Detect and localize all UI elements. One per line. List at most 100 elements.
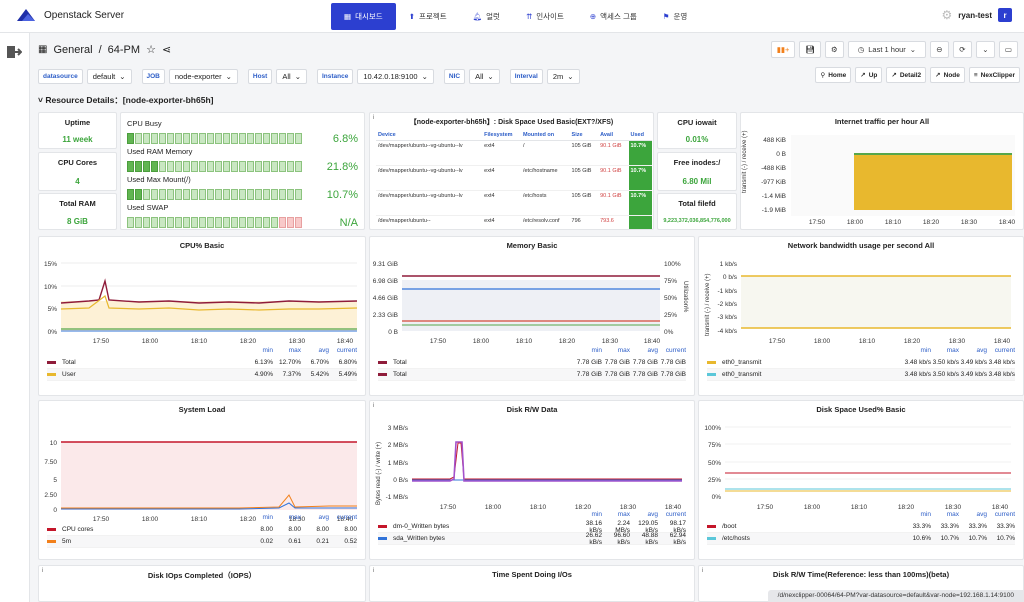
legend-column-header[interactable]: min	[591, 347, 602, 354]
column-header[interactable]: Size	[569, 130, 599, 141]
brand[interactable]: Openstack Server	[16, 8, 124, 22]
column-header[interactable]: Avail	[598, 130, 629, 141]
logout-icon[interactable]	[6, 45, 23, 59]
legend-column-header[interactable]: min	[262, 514, 273, 521]
legend-row[interactable]: dm-0_Written bytes 38.16 kB/s 2.24 MB/s 129…	[378, 520, 686, 534]
var-host-select[interactable]: All ⌄	[276, 68, 307, 84]
legend-column-header[interactable]: current	[336, 514, 357, 521]
var-nic-select[interactable]: All ⌄	[469, 68, 500, 84]
var-datasource-select[interactable]: default ⌄	[86, 68, 132, 84]
legend-column-header[interactable]: max	[946, 347, 959, 354]
nav-dashboard[interactable]: ▦ 대시보드	[331, 3, 396, 30]
legend-column-header[interactable]: max	[946, 511, 959, 518]
network-bandwidth-panel[interactable]: Network bandwidth usage per second All t…	[698, 236, 1024, 396]
refresh-interval-button[interactable]: ⌄	[975, 41, 995, 58]
add-panel-button[interactable]: ▮▮+	[770, 41, 796, 58]
legend-column-header[interactable]: avg	[647, 511, 658, 518]
free-inodes-panel[interactable]: Free inodes:/ 6.80 Mil	[657, 152, 737, 191]
link-nexclipper[interactable]: ≡ NexClipper	[968, 67, 1020, 83]
nav-project[interactable]: ⬆ 프로젝트	[396, 3, 460, 30]
legend-column-header[interactable]: current	[336, 347, 357, 354]
legend-column-header[interactable]: min	[591, 511, 602, 518]
legend-column-header[interactable]: current	[665, 511, 686, 518]
legend-row[interactable]: 5m 0.02 0.61 0.21 0.52	[47, 536, 357, 548]
internet-traffic-panel[interactable]: Internet traffic per hour All transmit (…	[740, 112, 1024, 230]
var-job-select[interactable]: node-exporter ⌄	[168, 68, 238, 84]
link-detail2[interactable]: ↗ Detail2	[886, 67, 927, 83]
legend-column-header[interactable]: current	[665, 347, 686, 354]
info-icon[interactable]: i	[42, 568, 44, 574]
memory-basic-panel[interactable]: Memory Basic 9.31 GiB 6.98 GiB 4.66 GiB …	[369, 236, 695, 396]
legend-column-header[interactable]: avg	[318, 514, 329, 521]
disk-space-used-panel[interactable]: Disk Space Used% Basic 100% 75% 50% 25% …	[698, 400, 1024, 560]
legend-column-header[interactable]: avg	[976, 511, 987, 518]
disk-iops-panel[interactable]: i Disk IOps Completed（IOPS）	[38, 565, 366, 602]
legend-row[interactable]: /boot 33.3% 33.3% 33.3% 33.3%	[707, 521, 1015, 533]
main-nav: ▦ 대시보드 ⬆ 프로젝트 🔔︎ 얼럿 ⇈ 인사이트 ⊕ 액세스 그룹 ⚑ 운영	[331, 3, 700, 30]
legend-row[interactable]: sda_Written bytes 26.62 kB/s 96.60 kB/s 48.…	[378, 532, 686, 546]
legend-column-header[interactable]: avg	[647, 347, 658, 354]
uptime-panel[interactable]: Uptime 11 week	[38, 112, 117, 149]
cpu-iowait-panel[interactable]: CPU iowait 0.01%	[657, 112, 737, 149]
legend-row[interactable]: Total 6.13% 12.70% 6.70% 6.80%	[47, 357, 357, 369]
column-header[interactable]: Used	[628, 130, 652, 141]
disk-space-table-panel[interactable]: i 【node-exporter-bh65h】: Disk Space Used…	[369, 112, 654, 230]
nav-insight[interactable]: ⇈ 인사이트	[513, 3, 577, 30]
user-menu[interactable]: ⚙ ryan-test r	[941, 8, 1012, 22]
total-ram-panel[interactable]: Total RAM 8 GiB	[38, 193, 117, 230]
legend-column-header[interactable]: min	[262, 347, 273, 354]
legend-row[interactable]: Total 7.78 GiB 7.78 GiB 7.78 GiB 7.78 GiB	[378, 369, 686, 381]
io-time-panel[interactable]: i Time Spent Doing I/Os	[369, 565, 695, 602]
legend-column-header[interactable]: avg	[318, 347, 329, 354]
refresh-button[interactable]: ⟳	[952, 41, 972, 58]
row-title[interactable]: ˅ Resource Details：[node-exporter-bh65h]	[38, 94, 213, 106]
legend-column-header[interactable]: avg	[976, 347, 987, 354]
link-home[interactable]: ⚲ Home	[815, 67, 852, 83]
legend-row[interactable]: eth0_transmit 3.48 kb/s 3.50 kb/s 3.49 kb/s…	[707, 357, 1015, 369]
info-icon[interactable]: i	[702, 568, 704, 574]
page-title[interactable]: 64-PM	[107, 43, 141, 56]
zoom-out-button[interactable]: ⊖	[929, 41, 949, 58]
link-node[interactable]: ↗ Node	[930, 67, 965, 83]
info-icon[interactable]: i	[373, 403, 375, 409]
legend-column-header[interactable]: max	[288, 514, 301, 521]
var-interval-select[interactable]: 2m ⌄	[546, 68, 580, 84]
share-icon[interactable]: ⋖	[161, 44, 172, 56]
legend-column-header[interactable]: current	[994, 511, 1015, 518]
legend-row[interactable]: CPU cores 8.00 8.00 8.00 8.00	[47, 524, 357, 536]
usage-bargauge-panel[interactable]: CPU Busy 6.8% Used RAM Memory 21.8% Used…	[120, 112, 365, 230]
legend-column-header[interactable]: min	[920, 511, 931, 518]
tv-mode-button[interactable]: ▭	[998, 41, 1018, 58]
column-header[interactable]: Mounted on	[520, 130, 570, 141]
info-icon[interactable]: i	[373, 568, 375, 574]
legend-row[interactable]: eth0_transmit 3.48 kb/s 3.50 kb/s 3.49 kb/s…	[707, 369, 1015, 381]
legend-column-header[interactable]: current	[994, 347, 1015, 354]
legend-row[interactable]: User 4.90% 7.37% 5.42% 5.49%	[47, 369, 357, 381]
legend-column-header[interactable]: max	[617, 511, 630, 518]
system-load-panel[interactable]: System Load 10 7.50 5 2.50 0 17:50 18:00…	[38, 400, 366, 560]
column-header[interactable]: Filesystem	[482, 130, 521, 141]
legend-column-header[interactable]: max	[617, 347, 630, 354]
var-instance-select[interactable]: 10.42.0.18:9100 ⌄	[357, 68, 434, 84]
settings-button[interactable]: ⚙	[824, 41, 844, 58]
legend-row[interactable]: Total 7.78 GiB 7.78 GiB 7.78 GiB 7.78 GiB	[378, 357, 686, 369]
nav-access-group[interactable]: ⊕ 액세스 그룹	[577, 3, 650, 30]
cpu-basic-panel[interactable]: CPU% Basic 15% 10% 5% 0% 17:50 18:00 18:…	[38, 236, 366, 396]
star-icon[interactable]: ☆	[146, 44, 156, 56]
info-icon[interactable]: i	[373, 115, 375, 121]
settings-gear-icon[interactable]: ⚙	[941, 8, 953, 22]
legend-column-header[interactable]: max	[288, 347, 301, 354]
breadcrumb-folder[interactable]: General	[53, 43, 93, 56]
legend-row[interactable]: /etc/hosts 10.6% 10.7% 10.7% 10.7%	[707, 533, 1015, 545]
disk-rw-panel[interactable]: i Disk R/W Data Bytes read (-) / write (…	[369, 400, 695, 560]
nav-alert[interactable]: 🔔︎ 얼럿	[460, 3, 513, 30]
save-button[interactable]: 💾︎	[799, 41, 821, 58]
gauge-cell	[255, 217, 262, 228]
cpu-cores-panel[interactable]: CPU Cores 4	[38, 152, 117, 191]
time-picker[interactable]: ◷ Last 1 hour ⌄	[847, 41, 926, 58]
total-filefd-panel[interactable]: Total filefd 9,223,372,036,854,776,000	[657, 193, 737, 230]
legend-column-header[interactable]: min	[920, 347, 931, 354]
column-header[interactable]: Device	[376, 130, 483, 141]
nav-operation[interactable]: ⚑ 운영	[650, 3, 701, 30]
link-up[interactable]: ↗ Up	[855, 67, 883, 83]
